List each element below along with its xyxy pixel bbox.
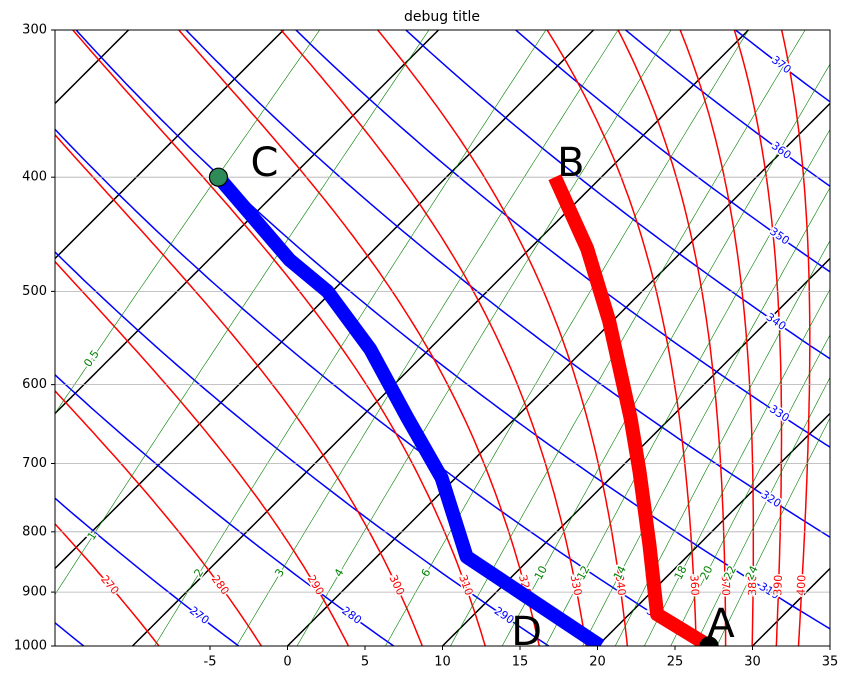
point-annotation: B	[557, 140, 584, 186]
y-tick-label: 700	[22, 456, 47, 471]
moist-adiabats-label: 390	[771, 575, 785, 596]
x-tick-label: 10	[434, 655, 451, 670]
moist-adiabats-label: 310	[456, 573, 475, 597]
dry-adiabats-label: 320	[759, 488, 784, 510]
chart-title: debug title	[404, 9, 480, 25]
moist-adiabats-label: 400	[794, 574, 808, 596]
axes-frame	[55, 30, 830, 646]
y-tick-label: 1000	[14, 639, 47, 654]
moist-adiabats-line	[0, 0, 492, 671]
moist-adiabats-label: 300	[386, 573, 407, 598]
moist-adiabats-label: 280	[209, 573, 232, 598]
dry-adiabats-line	[0, 0, 273, 671]
point-annotation: C	[250, 140, 278, 186]
y-tick-label: 300	[22, 23, 47, 38]
dry-adiabats-label: 350	[767, 225, 792, 248]
moist-adiabats-line	[200, 0, 590, 671]
isotherms-line	[0, 0, 222, 671]
mixing-ratios-label: 2	[191, 566, 206, 579]
mixing-ratios-label: 4	[332, 567, 347, 580]
y-tick-label: 800	[22, 524, 47, 539]
mixing-ratios-label: 18	[672, 564, 690, 582]
data-layer	[55, 30, 830, 655]
x-tick-label: 25	[667, 655, 684, 670]
y-tick-label: 500	[22, 284, 47, 299]
point-marker	[209, 168, 227, 186]
moist-adiabats-label: 290	[305, 573, 327, 598]
dry-adiabats-label: 340	[764, 310, 789, 333]
x-tick-label: 5	[361, 655, 369, 670]
moist-adiabats-line	[755, 0, 810, 671]
x-tick-label: 35	[822, 655, 839, 670]
mixing-ratios-label: 10	[532, 564, 550, 583]
x-tick-label: 15	[512, 655, 529, 670]
y-tick-label: 600	[22, 377, 47, 392]
dry-adiabats-label: 280	[339, 604, 364, 627]
y-tick-label: 900	[22, 585, 47, 600]
x-tick-label: 20	[589, 655, 606, 670]
isotherms-line	[0, 0, 377, 671]
x-tick-label: 0	[283, 655, 291, 670]
moist-adiabats-line	[0, 0, 178, 671]
dry-adiabats-label: 330	[767, 402, 792, 424]
x-tick-label: 30	[744, 655, 761, 670]
mixing-ratios-label: 3	[272, 566, 287, 579]
mixing-ratios-label: 0.5	[81, 348, 102, 370]
isotherms-line	[0, 0, 532, 671]
moist-adiabats-line	[0, 0, 277, 671]
y-tick-label: 400	[22, 170, 47, 185]
mixing-ratios-label: 6	[419, 567, 434, 580]
moist-adiabats-line	[0, 0, 361, 671]
x-tick-label: -5	[204, 655, 217, 670]
point-annotation: D	[511, 609, 542, 655]
mixing-ratios-line	[283, 0, 731, 671]
isotherms-line	[263, 0, 849, 671]
dry-adiabats-label: 360	[769, 139, 794, 162]
point-annotation: A	[707, 601, 735, 647]
